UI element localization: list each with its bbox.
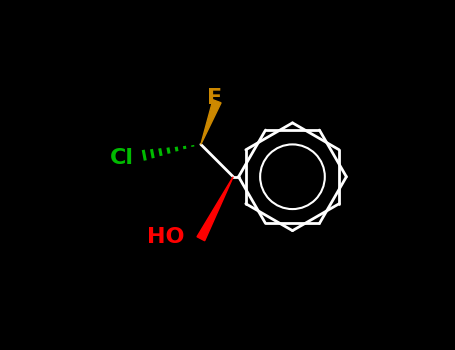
Text: F: F bbox=[207, 88, 222, 108]
Polygon shape bbox=[197, 177, 233, 241]
Polygon shape bbox=[201, 100, 221, 145]
Text: Cl: Cl bbox=[110, 148, 133, 168]
Text: HO: HO bbox=[147, 227, 185, 247]
